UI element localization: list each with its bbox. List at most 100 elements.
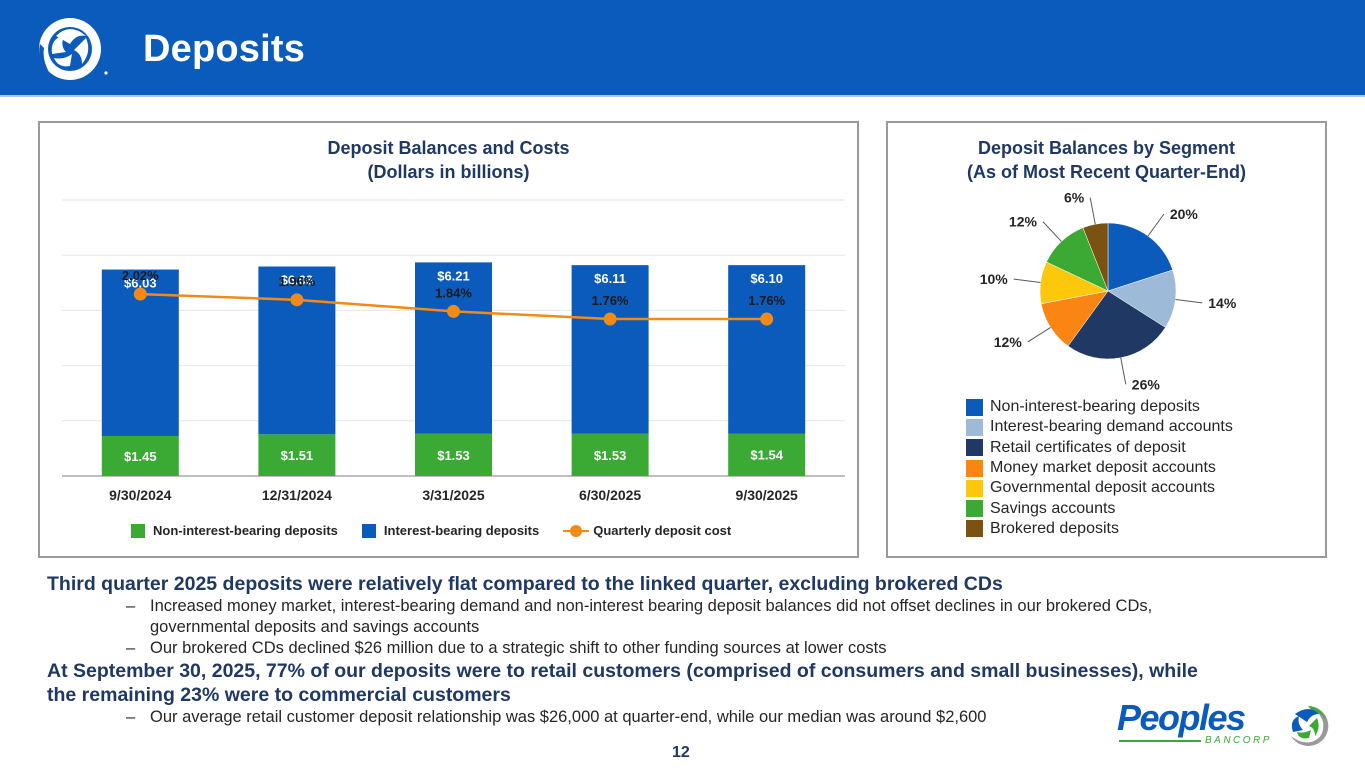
pie-legend-label: Non-interest-bearing deposits bbox=[990, 398, 1200, 416]
bar-chart-title: Deposit Balances and Costs (Dollars in b… bbox=[40, 136, 857, 184]
cost-point bbox=[760, 312, 774, 326]
pie-legend-item: Money market deposit accounts bbox=[966, 458, 1233, 478]
bullet-sub-1b-pre: Our brokered CDs declined bbox=[150, 639, 355, 657]
pie-legend-item: Retail certificates of deposit bbox=[966, 438, 1233, 458]
dash: – bbox=[126, 597, 136, 615]
pie-legend-label: Money market deposit accounts bbox=[990, 459, 1216, 477]
pie-leader-line bbox=[1042, 221, 1062, 242]
bullet-sub-1b: – Our brokered CDs declined $26 million … bbox=[47, 638, 1337, 659]
pie-chart-title-line2: (As of Most Recent Quarter-End) bbox=[966, 162, 1247, 182]
bullet-sub-1b-amount: $26 million bbox=[354, 639, 434, 657]
cost-label: 1.76% bbox=[592, 293, 629, 308]
pie-slice-label: 12% bbox=[1009, 214, 1038, 230]
pie-slice bbox=[1107, 269, 1177, 328]
pie-leader-line bbox=[1027, 327, 1051, 343]
pie-legend-swatch bbox=[966, 439, 983, 457]
cost-point bbox=[290, 293, 304, 307]
bar-chart-title-line1: Deposit Balances and Costs bbox=[327, 138, 570, 158]
bar-non-interest-bearing bbox=[258, 434, 336, 476]
bullet-sub-2a-text: Our average retail customer deposit rela… bbox=[150, 708, 987, 726]
bar-non-interest-bearing bbox=[101, 435, 179, 476]
bar-label-non-interest: $1.51 bbox=[281, 448, 314, 463]
pie-slice-label: 6% bbox=[1064, 190, 1085, 206]
bar-non-interest-bearing bbox=[415, 433, 492, 476]
bullet-sub-2a: – Our average retail customer deposit re… bbox=[47, 707, 1337, 728]
pie-legend-item: Interest-bearing demand accounts bbox=[966, 417, 1233, 437]
x-tick-label: 9/30/2024 bbox=[109, 487, 171, 503]
bar-label-non-interest: $1.54 bbox=[750, 448, 783, 463]
bullet-sub-1a: – Increased money market, interest-beari… bbox=[47, 596, 1337, 638]
pie-slice-label: 20% bbox=[1170, 206, 1199, 222]
bullet-sub-1b-post: due to a strategic shift to other fundin… bbox=[433, 639, 887, 657]
legend-swatch-blue bbox=[361, 523, 376, 538]
pie-legend-swatch bbox=[966, 500, 983, 518]
pie-chart-title-line1: Deposit Balances by Segment bbox=[977, 138, 1236, 158]
pie-chart-title: Deposit Balances by Segment (As of Most … bbox=[888, 136, 1325, 184]
bar-label-non-interest: $1.53 bbox=[594, 448, 627, 463]
pie-legend-swatch bbox=[966, 479, 983, 497]
bar-label-interest: $6.11 bbox=[594, 271, 626, 286]
bar-interest-bearing bbox=[258, 266, 336, 435]
bar-chart: $1.45 $6.03 $1.51 $6.08 $1.53 $6.21 $1.53 $6.11… bbox=[62, 199, 845, 503]
commentary: Third quarter 2025 deposits were relativ… bbox=[47, 572, 1337, 728]
bullet-heading-2-line1: At September 30, 2025, 77% of our deposi… bbox=[47, 660, 1198, 682]
legend-line-marker-icon bbox=[563, 524, 590, 538]
logo-wordmark: Peoples bbox=[1117, 697, 1246, 738]
pie-slice-label: 12% bbox=[994, 334, 1023, 350]
cost-label: 1.96% bbox=[278, 274, 315, 289]
bar-label-interest: $6.03 bbox=[124, 276, 157, 291]
pie-leader-line bbox=[1120, 357, 1127, 385]
bar-interest-bearing bbox=[571, 265, 649, 434]
pie-slice-label: 14% bbox=[1208, 295, 1237, 311]
bar-label-interest: $6.21 bbox=[437, 268, 470, 283]
pie-chart: 20% 14% 26% 12% 10% 12% 6% bbox=[980, 190, 1237, 393]
bullet-sub-1a-line1: Increased money market, interest-bearing… bbox=[150, 597, 1153, 615]
cost-label: 1.76% bbox=[748, 293, 785, 308]
x-tick-label: 6/30/2025 bbox=[579, 487, 641, 503]
pie-legend-swatch bbox=[966, 418, 983, 436]
cost-label: 2.02% bbox=[122, 268, 159, 283]
bar-label-non-interest: $1.45 bbox=[124, 449, 157, 464]
cost-point bbox=[447, 304, 460, 318]
bullet-heading-1: Third quarter 2025 deposits were relativ… bbox=[47, 573, 1003, 595]
peoples-bancorp-logo-icon bbox=[1291, 705, 1329, 746]
bullet-sub-1a-line2: governmental deposits and savings accoun… bbox=[150, 618, 480, 636]
x-tick-label: 12/31/2024 bbox=[262, 487, 332, 503]
bar-label-interest: $6.08 bbox=[281, 273, 314, 288]
legend-item-interest: Interest-bearing deposits bbox=[361, 523, 539, 538]
pie-legend-label: Governmental deposit accounts bbox=[990, 479, 1216, 497]
pie-slice-label: 26% bbox=[1132, 376, 1161, 392]
bar-label-interest: $6.10 bbox=[750, 271, 783, 286]
pie-slice bbox=[1107, 222, 1173, 292]
deposit-balances-costs-panel: Deposit Balances and Costs (Dollars in b… bbox=[38, 121, 859, 558]
pie-chart-legend: Non-interest-bearing deposits Interest-be… bbox=[966, 397, 1233, 539]
legend-label: Quarterly deposit cost bbox=[593, 523, 732, 538]
peoples-swirl-logo-icon bbox=[39, 18, 108, 80]
x-tick-label: 9/30/2025 bbox=[736, 487, 798, 503]
pie-leader-line bbox=[1013, 278, 1041, 283]
pie-legend-item: Non-interest-bearing deposits bbox=[966, 397, 1233, 417]
legend-label: Non-interest-bearing deposits bbox=[153, 523, 338, 538]
page-title: Deposits bbox=[143, 28, 306, 70]
bar-label-non-interest: $1.53 bbox=[437, 448, 470, 463]
cost-point bbox=[133, 287, 147, 301]
bar-interest-bearing bbox=[415, 262, 492, 434]
pie-slice-label: 10% bbox=[980, 271, 1009, 287]
legend-item-cost: Quarterly deposit cost bbox=[563, 523, 731, 538]
bar-non-interest-bearing bbox=[571, 433, 649, 476]
dash: – bbox=[126, 639, 136, 657]
bar-non-interest-bearing bbox=[728, 433, 806, 476]
pie-leader-line bbox=[1089, 197, 1096, 225]
peoples-bancorp-logo: Peoples BANCORP bbox=[1115, 697, 1335, 753]
legend-item-non-interest: Non-interest-bearing deposits bbox=[131, 523, 338, 538]
bullet-heading-2: At September 30, 2025, 77% of our deposi… bbox=[47, 659, 1337, 707]
bar-chart-legend: Non-interest-bearing deposits Interest-b… bbox=[131, 523, 755, 538]
dash: – bbox=[126, 708, 136, 726]
pie-legend-label: Interest-bearing demand accounts bbox=[990, 418, 1233, 436]
bar-chart-title-line2: (Dollars in billions) bbox=[367, 162, 530, 182]
pie-slice bbox=[1067, 290, 1166, 360]
slide-header: Deposits bbox=[0, 0, 1365, 97]
logo-rule bbox=[1119, 740, 1201, 742]
pie-legend-swatch bbox=[966, 459, 983, 477]
logo-subtext: BANCORP bbox=[1205, 735, 1272, 746]
